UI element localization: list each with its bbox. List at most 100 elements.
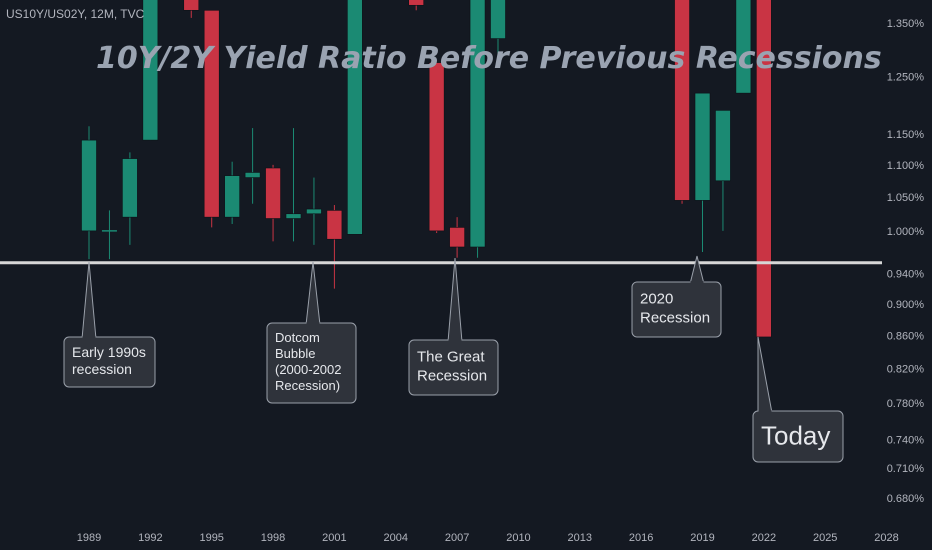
x-tick-label: 2007 xyxy=(445,532,469,544)
candle-body xyxy=(326,210,343,240)
candle-body xyxy=(428,62,445,232)
x-tick-label: 2025 xyxy=(813,532,837,544)
chart-title: 10Y/2Y Yield Ratio Before Previous Reces… xyxy=(96,41,882,76)
x-tick-label: 2028 xyxy=(874,532,898,544)
callout-great-recession[interactable]: The Great Recession xyxy=(408,257,499,396)
callout-text: Bubble xyxy=(275,346,315,361)
candle-body xyxy=(674,0,690,201)
candles-layer xyxy=(81,0,772,338)
candle-1989[interactable] xyxy=(81,126,97,260)
callout-text: 2020 xyxy=(640,290,673,307)
candle-body xyxy=(203,9,220,218)
callout-box xyxy=(631,281,722,338)
candle-2008[interactable] xyxy=(469,0,486,258)
y-tick-label: 0.820% xyxy=(887,363,925,375)
callout-covid-2020[interactable]: 2020 Recession xyxy=(631,255,722,338)
y-tick-label: 1.150% xyxy=(887,129,925,141)
candle-1997[interactable] xyxy=(244,128,261,204)
x-tick-label: 1998 xyxy=(261,532,285,544)
candle-body xyxy=(183,0,200,11)
candle-body xyxy=(81,139,97,232)
x-tick-label: 1992 xyxy=(138,532,162,544)
y-tick-label: 1.050% xyxy=(887,192,925,204)
y-tick-label: 0.900% xyxy=(887,299,925,311)
candle-1999[interactable] xyxy=(285,128,302,242)
candle-body xyxy=(756,0,772,338)
candle-2021[interactable] xyxy=(735,0,752,94)
candle-body xyxy=(306,208,322,215)
x-tick-label: 2016 xyxy=(629,532,653,544)
y-tick-label: 0.860% xyxy=(887,330,925,342)
callout-text: (2000-2002 xyxy=(275,362,342,377)
candle-2005[interactable] xyxy=(408,0,425,11)
y-tick-label: 1.100% xyxy=(887,160,925,172)
callout-text: recession xyxy=(72,361,132,377)
candle-body xyxy=(490,0,506,39)
candle-body xyxy=(142,0,159,141)
candle-body xyxy=(694,92,711,201)
x-tick-label: 1989 xyxy=(77,532,101,544)
candle-2009[interactable] xyxy=(490,0,506,55)
candle-1990[interactable] xyxy=(101,210,117,260)
callout-text: Recession xyxy=(417,367,487,384)
candle-body xyxy=(408,0,425,6)
symbol-label: US10Y/US02Y, 12M, TVC xyxy=(6,7,145,21)
callout-text: Today xyxy=(761,421,830,451)
candle-body xyxy=(285,213,302,219)
candle-1996[interactable] xyxy=(224,161,240,224)
y-tick-label: 0.710% xyxy=(887,463,925,475)
callout-text: Recession xyxy=(640,309,710,326)
callout-text: Early 1990s xyxy=(72,344,146,360)
x-tick-label: 2004 xyxy=(384,532,408,544)
candle-2006[interactable] xyxy=(428,62,445,233)
candle-body xyxy=(449,227,465,248)
x-tick-label: 2010 xyxy=(506,532,530,544)
candle-body xyxy=(122,158,138,218)
candle-body xyxy=(469,0,486,248)
candle-2020[interactable] xyxy=(715,110,731,231)
candle-2022[interactable] xyxy=(756,0,772,338)
y-tick-label: 1.250% xyxy=(887,71,925,83)
callout-text: Dotcom xyxy=(275,330,320,345)
candle-body xyxy=(735,0,752,94)
callout-box xyxy=(752,410,844,463)
candle-2001[interactable] xyxy=(326,205,343,289)
y-tick-label: 0.940% xyxy=(887,269,925,281)
y-tick-label: 0.740% xyxy=(887,434,925,446)
callout-today[interactable]: Today xyxy=(752,336,844,463)
x-tick-label: 1995 xyxy=(199,532,223,544)
x-tick-label: 2022 xyxy=(752,532,776,544)
time-axis[interactable]: 1989 1992 1995 1998 2001 2004 2007 2010 2013 2016… xyxy=(77,532,899,544)
y-tick-label: 1.000% xyxy=(887,226,925,238)
candle-body xyxy=(715,110,731,182)
candle-body xyxy=(265,167,281,219)
y-tick-label: 0.680% xyxy=(887,493,925,505)
candle-1998[interactable] xyxy=(265,164,281,242)
y-tick-label: 1.350% xyxy=(887,18,925,30)
candle-1992[interactable] xyxy=(142,0,159,141)
candle-1991[interactable] xyxy=(122,152,138,245)
callout-text: The Great xyxy=(417,348,485,365)
candle-body xyxy=(347,0,363,235)
candle-2007[interactable] xyxy=(449,217,465,258)
x-tick-label: 2019 xyxy=(690,532,714,544)
callout-text: Recession) xyxy=(275,378,340,393)
candle-2019[interactable] xyxy=(694,92,711,252)
candle-2002[interactable] xyxy=(347,0,363,235)
x-tick-label: 2013 xyxy=(568,532,592,544)
candle-2000[interactable] xyxy=(306,177,322,245)
price-axis[interactable]: 1.350% 1.250% 1.150% 1.100% 1.050% 1.000% 0.94… xyxy=(887,18,925,505)
x-tick-label: 2001 xyxy=(322,532,346,544)
callout-box xyxy=(63,336,156,388)
candle-1995[interactable] xyxy=(203,9,220,228)
candle-2018[interactable] xyxy=(674,0,690,204)
candle-body xyxy=(244,172,261,178)
y-tick-label: 0.780% xyxy=(887,398,925,410)
candle-1994[interactable] xyxy=(183,0,200,18)
candle-body xyxy=(224,175,240,218)
